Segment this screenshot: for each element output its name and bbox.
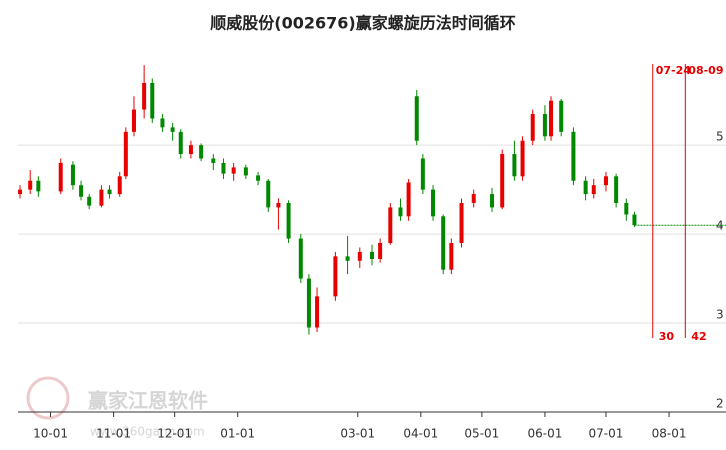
candle-body — [315, 296, 320, 328]
candle-body — [583, 180, 588, 195]
candle-body — [256, 175, 261, 181]
candle-body — [150, 82, 155, 119]
candle-body — [18, 189, 23, 195]
candle-body — [549, 100, 554, 137]
cycle-date: 08-09 — [688, 64, 723, 77]
candle-body — [530, 114, 535, 141]
x-tick-label: 08-01 — [652, 427, 687, 441]
candle-body — [591, 185, 596, 195]
chart-title: 顺威股份(002676)赢家螺旋历法时间循环 — [210, 14, 515, 33]
candle-body — [58, 162, 63, 192]
candle-body — [107, 189, 112, 195]
candle-body — [559, 100, 564, 132]
candle-body — [199, 145, 204, 159]
y-tick-label: 2 — [716, 397, 724, 411]
y-tick-label: 5 — [716, 130, 724, 144]
candle-body — [520, 140, 525, 177]
candle-body — [286, 202, 291, 239]
candle-body — [36, 180, 41, 192]
watermark: 赢家江恩软件 www.360gann.com — [26, 376, 208, 439]
candle-body — [632, 214, 637, 226]
candle-body — [571, 131, 576, 181]
candle-body — [276, 202, 281, 208]
candle-body — [441, 216, 446, 270]
candle-body — [542, 114, 547, 137]
candle-body — [306, 278, 311, 328]
candle-body — [406, 182, 411, 217]
watermark-logo — [26, 376, 70, 420]
y-tick-label: 3 — [716, 308, 724, 322]
candle-body — [99, 189, 104, 206]
candle-body — [500, 154, 505, 208]
candle-body — [170, 127, 175, 132]
candle-body — [211, 158, 216, 163]
x-tick-label: 01-01 — [220, 427, 255, 441]
candle-body — [231, 167, 236, 174]
candle-body — [459, 202, 464, 244]
x-tick-label: 07-01 — [589, 427, 624, 441]
candle-body — [243, 167, 248, 176]
x-tick-label: 10-01 — [33, 427, 68, 441]
watermark-url: www.360gann.com — [90, 425, 205, 439]
candle-body — [160, 118, 165, 128]
candle-body — [420, 158, 425, 190]
candle-body — [370, 251, 374, 260]
cycle-count: 30 — [659, 330, 675, 343]
candle-body — [221, 162, 226, 174]
cycle-date: 07-24 — [656, 64, 692, 77]
candle-body — [87, 196, 92, 206]
candle-body — [603, 176, 608, 186]
cycle-count: 42 — [691, 330, 706, 343]
watermark-name: 赢家江恩软件 — [88, 389, 208, 413]
candle-body — [431, 189, 436, 217]
candle-body — [398, 207, 403, 217]
candle-body — [79, 185, 84, 197]
candle-body — [357, 251, 362, 261]
candle-body — [142, 82, 147, 110]
candle-body — [298, 238, 303, 279]
candle-body — [70, 164, 75, 186]
candle-body — [178, 131, 183, 155]
x-tick-label: 06-01 — [527, 427, 562, 441]
candle-body — [614, 176, 619, 203]
candle-body — [449, 243, 454, 270]
x-tick-label: 11-01 — [96, 427, 131, 441]
x-tick-label: 05-01 — [464, 427, 499, 441]
candle-body — [471, 194, 476, 203]
x-tick-label: 04-01 — [403, 427, 438, 441]
candle-body — [123, 131, 128, 177]
x-tick-label: 03-01 — [340, 427, 375, 441]
candle-body — [414, 96, 419, 141]
candle-body — [512, 154, 517, 177]
candle-body — [378, 243, 383, 260]
candle-body — [388, 207, 393, 244]
x-tick-label: 12-01 — [157, 427, 192, 441]
candle-body — [117, 176, 122, 195]
candle-body — [131, 109, 136, 132]
candle-body — [345, 256, 350, 261]
candle-body — [624, 202, 629, 215]
candle-body — [188, 145, 193, 155]
candle-body — [266, 180, 271, 208]
candle-body — [28, 180, 33, 190]
candle-body — [490, 194, 495, 208]
candle-body — [333, 256, 338, 297]
